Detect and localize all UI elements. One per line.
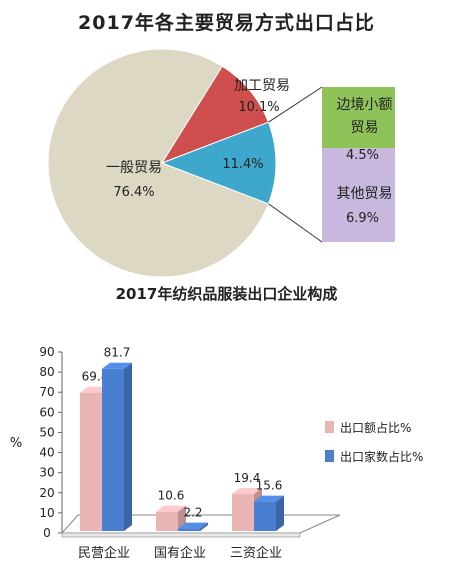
legend-swatch [325,421,334,433]
y-tick-label: 50 [39,425,54,439]
connector-line [268,203,323,243]
y-axis-label: % [10,436,22,451]
legend-label: 出口家数占比% [340,449,423,464]
y-tick-label: 60 [39,405,54,419]
bar [80,392,102,531]
breakdown-segment [322,87,395,149]
y-tick-label: 10 [39,506,54,520]
x-category-label: 国有企业 [154,545,206,561]
breakdown-label-other-trade: 其他贸易 [337,186,393,202]
pie-value-other-slice: 11.4% [222,157,263,172]
bar-side [276,495,284,531]
bar-value-label: 19.4 [234,471,261,485]
bar-chart-title: 2017年纺织品服装出口企业构成 [115,285,338,303]
pie-value-general-trade: 76.4% [113,185,154,200]
bar [156,511,178,531]
legend-swatch [325,450,334,462]
connector-line [268,86,323,123]
bar [178,528,200,531]
bar [102,368,124,531]
bar-top [102,362,132,369]
chart-floor-edge [61,532,301,538]
bar-value-label: 81.7 [104,346,131,360]
bar-side [200,522,208,531]
y-tick-label: 20 [39,486,54,500]
bar-value-label: 15.6 [256,479,283,493]
breakdown-label-border-trade: 边境小额 [337,97,393,113]
breakdown-segment [322,148,395,242]
y-tick-label: 40 [39,446,54,460]
bar-side [124,362,132,531]
x-category-label: 民营企业 [78,545,130,561]
y-tick-label: 0 [43,526,51,540]
bar [254,501,276,531]
pie-label-processing-trade: 加工贸易 [234,78,290,94]
x-category-label: 三资企业 [230,545,282,561]
pie-slice [160,121,277,205]
pie-slice [47,48,270,278]
pie-label-general-trade: 一般贸易 [106,160,162,176]
y-tick-label: 30 [39,466,54,480]
breakdown-label-border-trade: 贸易 [351,120,379,136]
pie-value-processing-trade: 10.1% [238,100,279,115]
y-tick-label: 80 [39,365,54,379]
legend-label: 出口额占比% [340,420,411,435]
pie-chart-title: 2017年各主要贸易方式出口占比 [78,12,375,34]
bar-top [156,505,186,512]
y-tick-label: 90 [39,345,54,359]
breakdown-value-other-trade: 6.9% [346,211,379,226]
bar-value-label: 10.6 [158,489,185,503]
bar-top [178,522,208,529]
y-tick-label: 70 [39,385,54,399]
pie-slice [160,65,270,164]
bar [232,493,254,531]
bar-value-label: 2.2 [183,506,202,520]
bar-value-label: 69.8 [82,370,109,384]
bar-top [254,495,284,502]
bar-top [232,487,262,494]
breakdown-value-border-trade: 4.5% [346,148,379,163]
